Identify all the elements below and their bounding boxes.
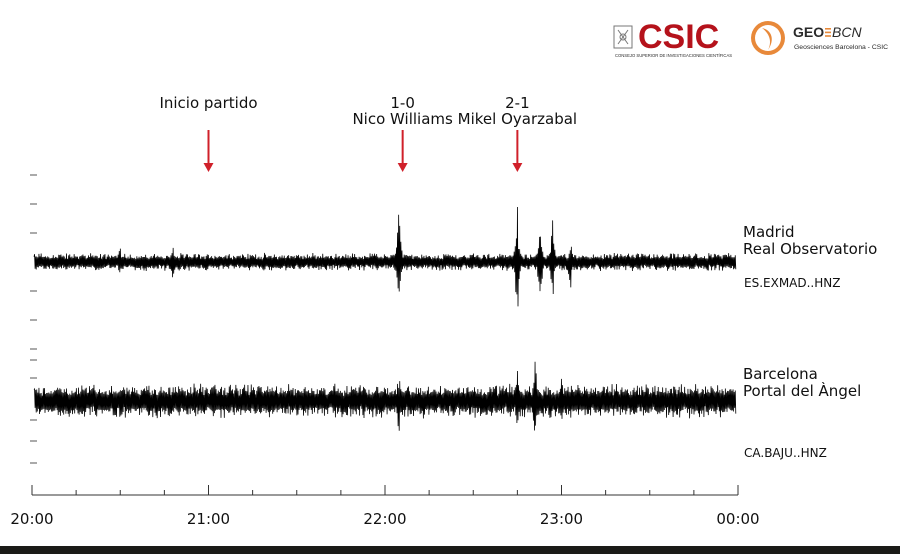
- geo-logo-text-left: GEO: [793, 24, 824, 40]
- geo-bcn-emblem-icon: [751, 21, 785, 55]
- station-label-madrid-line1: Madrid: [743, 223, 795, 241]
- station-code-madrid: ES.EXMAD..HNZ: [744, 276, 840, 290]
- x-tick-label: 23:00: [540, 510, 583, 528]
- station-label-madrid-line2: Real Observatorio: [743, 240, 877, 258]
- seismogram-trace-madrid: [33, 207, 737, 307]
- x-tick-label: 20:00: [10, 510, 53, 528]
- x-tick-label: 21:00: [187, 510, 230, 528]
- left-amplitude-ticks: [30, 174, 37, 464]
- geo-three-icon: [825, 28, 831, 37]
- csic-emblem-icon: [613, 25, 633, 49]
- logos-header: CSIC CONSEJO SUPERIOR DE INVESTIGACIONES…: [613, 18, 888, 58]
- station-label-barcelona-line2: Portal del Àngel: [743, 381, 861, 400]
- station-label-barcelona-line1: Barcelona: [743, 365, 818, 383]
- bottom-dark-strip: [0, 546, 900, 554]
- csic-subtitle: CONSEJO SUPERIOR DE INVESTIGACIONES CIEN…: [615, 53, 732, 58]
- arrow-head-icon: [512, 163, 523, 172]
- x-tick-label: 22:00: [363, 510, 406, 528]
- arrow-head-icon: [203, 163, 214, 172]
- time-axis: 20:00 21:00 22:00 23:00 00:00: [10, 485, 760, 528]
- geo-logo-text-right: BCN: [832, 24, 862, 40]
- seismogram-trace-barcelona: [33, 361, 737, 431]
- station-code-barcelona: CA.BAJU..HNZ: [744, 446, 827, 460]
- annotation-label: 2-1: [505, 94, 530, 112]
- geo-subtitle: Geosciences Barcelona - CSIC: [794, 44, 888, 51]
- annotation-label: Mikel Oyarzabal: [458, 110, 577, 128]
- x-tick-label: 00:00: [716, 510, 759, 528]
- annotation-label: Inicio partido: [159, 94, 257, 112]
- annotation-label: Nico Williams: [352, 110, 453, 128]
- arrow-head-icon: [397, 163, 408, 172]
- csic-logo-text: CSIC: [638, 18, 719, 56]
- annotation-label: 1-0: [390, 94, 415, 112]
- annotation-0: Inicio partido: [159, 94, 258, 172]
